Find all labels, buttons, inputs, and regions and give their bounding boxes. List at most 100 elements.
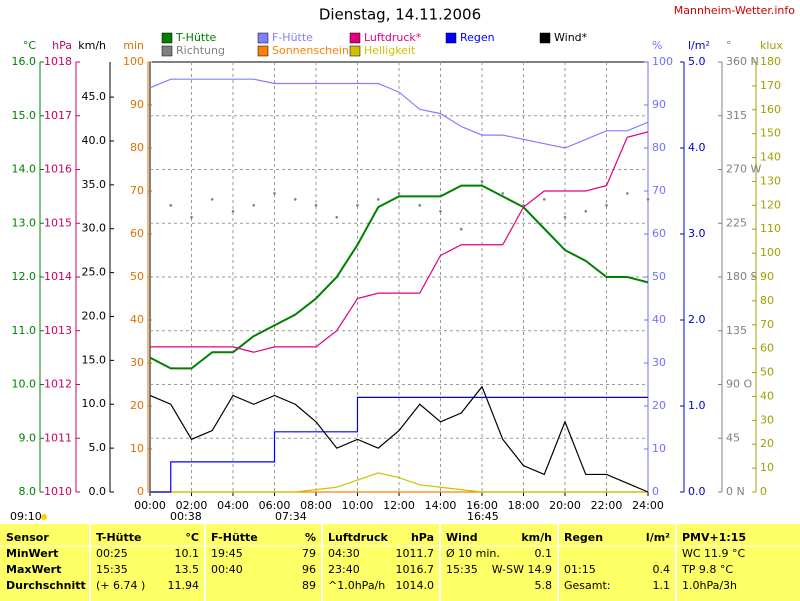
series-line <box>149 78 649 149</box>
y-tick-label: 1012 <box>44 378 72 391</box>
axis-unit: l/m² <box>688 39 710 52</box>
cell-text: 00:40 <box>211 563 243 576</box>
y-tick-label: 1018 <box>44 55 72 68</box>
legend-label: F-Hütte <box>272 31 313 44</box>
axis-unit: % <box>652 39 662 52</box>
y-tick-label: 15.0 <box>82 353 107 366</box>
column-header: T-Hütte <box>96 531 141 544</box>
y-tick-label: 30.0 <box>82 222 107 235</box>
direction-dot <box>542 198 546 201</box>
cell-text: 04:30 <box>328 547 360 560</box>
table-background <box>0 524 800 601</box>
y-tick-label: 45.0 <box>82 90 107 103</box>
y-tick-label: 30 <box>760 413 774 426</box>
legend-swatch <box>257 45 269 57</box>
y-tick-label: 14.0 <box>12 163 37 176</box>
annotation: 00:38 <box>170 510 202 523</box>
direction-dot <box>252 204 256 207</box>
y-tick-label: 25.0 <box>82 266 107 279</box>
y-tick-label: 150 <box>760 127 781 140</box>
cell-text: (+ 6.74 ) <box>96 579 145 592</box>
cell-value: 10.1 <box>175 547 200 560</box>
y-tick-label: 40 <box>652 313 666 326</box>
x-tick-label: 16:00 <box>466 499 498 512</box>
y-tick-label: 130 <box>760 174 781 187</box>
cell-text: 01:15 <box>564 563 596 576</box>
cell-value: 1011.7 <box>396 547 435 560</box>
y-tick-label: 0 N <box>726 485 745 498</box>
axis-unit: km/h <box>78 39 106 52</box>
cell-text: 19:45 <box>211 547 243 560</box>
y-tick-label: 12.0 <box>12 270 37 283</box>
direction-dot <box>480 180 484 183</box>
y-tick-label: 4.0 <box>688 141 706 154</box>
axis-unit: °C <box>23 39 37 52</box>
cell-text: 1.0hPa/3h <box>682 579 737 592</box>
y-tick-label: 100 <box>652 55 673 68</box>
x-tick-label: 12:00 <box>383 499 415 512</box>
y-tick-label: 80 <box>652 141 666 154</box>
y-tick-label: 160 <box>760 103 781 116</box>
annotation: 16:45 <box>467 510 499 523</box>
y-tick-label: 90 <box>652 98 666 111</box>
x-tick-label: 02:00 <box>176 499 208 512</box>
y-tick-label: 15.0 <box>12 109 37 122</box>
y-tick-label: 40 <box>760 389 774 402</box>
y-tick-label: 10.0 <box>12 378 37 391</box>
y-tick-label: 20 <box>130 399 144 412</box>
y-tick-label: 140 <box>760 151 781 164</box>
y-tick-label: 270 W <box>726 163 761 176</box>
x-tick-label: 06:00 <box>259 499 291 512</box>
y-tick-label: 90 O <box>726 378 752 391</box>
legend-label: Regen <box>460 31 495 44</box>
y-tick-label: 16.0 <box>12 55 37 68</box>
x-tick-label: 10:00 <box>342 499 374 512</box>
sun-icon <box>41 514 47 520</box>
y-tick-label: 9.0 <box>19 431 37 444</box>
y-tick-label: 10 <box>130 442 144 455</box>
y-tick-label: 120 <box>760 198 781 211</box>
y-tick-label: 50 <box>130 270 144 283</box>
legend-label: Helligkeit <box>364 44 416 57</box>
cell-text: 00:25 <box>96 547 128 560</box>
legend-swatch <box>349 32 361 44</box>
legend-label: Luftdruck* <box>364 31 422 44</box>
site-name: Mannheim-Wetter.info <box>674 4 796 17</box>
y-tick-label: 40 <box>130 313 144 326</box>
y-tick-label: 45 <box>726 431 740 444</box>
y-tick-label: 315 <box>726 109 747 122</box>
y-tick-label: 1016 <box>44 163 72 176</box>
y-tick-label: 3.0 <box>688 227 706 240</box>
x-tick-label: 08:00 <box>300 499 332 512</box>
direction-dot <box>563 215 567 219</box>
direction-dot <box>397 192 401 195</box>
direction-dot <box>459 227 463 231</box>
direction-dot <box>418 204 422 207</box>
y-tick-label: 5.0 <box>89 441 107 454</box>
y-tick-label: 180 <box>760 55 781 68</box>
y-tick-label: 50 <box>760 366 774 379</box>
y-tick-label: 0.0 <box>688 485 706 498</box>
row-label: MaxWert <box>6 563 61 576</box>
y-tick-label: 1017 <box>44 109 72 122</box>
x-tick-label: 18:00 <box>508 499 540 512</box>
axis-unit: ° <box>726 39 732 52</box>
series-line <box>150 396 648 493</box>
cell-text: TP 9.8 °C <box>681 563 733 576</box>
x-tick-label: 00:00 <box>134 499 166 512</box>
y-tick-label: 70 <box>760 318 774 331</box>
y-tick-label: 1015 <box>44 216 72 229</box>
column-unit: °C <box>185 531 199 544</box>
x-tick-label: 24:00 <box>632 499 664 512</box>
y-tick-label: 10.0 <box>82 397 107 410</box>
y-tick-label: 90 <box>760 270 774 283</box>
cell-text: 15:35 <box>96 563 128 576</box>
direction-dot <box>273 192 276 195</box>
y-tick-label: 360 N <box>726 55 759 68</box>
direction-dot <box>501 192 505 195</box>
y-tick-label: 30 <box>652 356 666 369</box>
legend-swatch <box>539 32 551 44</box>
row-label: Durchschnitt <box>6 579 86 592</box>
legend-swatch <box>161 45 173 57</box>
